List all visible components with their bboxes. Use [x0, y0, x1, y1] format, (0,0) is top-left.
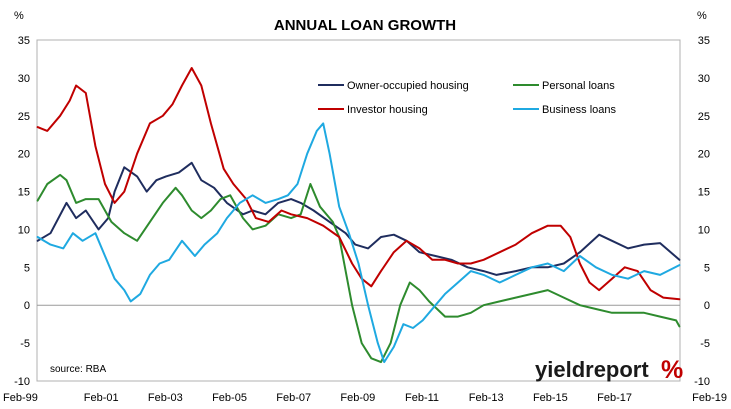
legend-label: Business loans [542, 104, 616, 116]
x-tick-label: Feb-01 [84, 392, 119, 404]
right-unit-label: % [697, 10, 707, 22]
x-tick-label: Feb-13 [469, 392, 504, 404]
y-tick-label-left: 10 [18, 224, 30, 236]
y-tick-label-right: 0 [704, 300, 710, 312]
x-tick-label: Feb-19 [692, 392, 727, 404]
y-axis-left: 35 30 25 20 15 10 5 0 -5 -10 [14, 35, 30, 388]
y-tick-label-left: 20 [18, 149, 30, 161]
brand-name: yieldreport [535, 357, 649, 382]
series-layer [36, 67, 681, 364]
y-tick-label-right: 10 [698, 224, 710, 236]
y-tick-label-right: 30 [698, 73, 710, 85]
x-tick-label: Feb-15 [533, 392, 568, 404]
legend-label: Investor housing [347, 104, 428, 116]
y-tick-label-right: 5 [704, 262, 710, 274]
left-unit-label: % [14, 10, 24, 22]
brand-percent-icon: % [661, 356, 683, 384]
x-tick-label: Feb-99 [3, 392, 38, 404]
y-tick-label-left: 30 [18, 73, 30, 85]
y-tick-label-left: 0 [24, 300, 30, 312]
series-line-investor-housing [36, 67, 681, 301]
y-tick-label-right: 35 [698, 35, 710, 47]
x-tick-label: Feb-17 [597, 392, 632, 404]
y-tick-label-right: -5 [700, 338, 710, 350]
x-axis: Feb-99 Feb-01 Feb-03 Feb-05 Feb-07 Feb-09 Feb-… [3, 392, 727, 404]
plot-area [36, 39, 681, 382]
legend: Owner-occupied housing Personal loans Inve… [318, 80, 616, 116]
y-tick-label-left: -10 [14, 376, 30, 388]
x-tick-label: Feb-07 [276, 392, 311, 404]
y-tick-label-left: 35 [18, 35, 30, 47]
series-line-owner-occupied-housing [36, 161, 681, 276]
y-axis-right: 35 30 25 20 15 10 5 0 -5 -10 [694, 35, 710, 388]
y-tick-label-left: 15 [18, 187, 30, 199]
x-tick-label: Feb-05 [212, 392, 247, 404]
y-tick-label-left: -5 [20, 338, 30, 350]
chart-title: ANNUAL LOAN GROWTH [274, 17, 456, 34]
x-tick-label: Feb-11 [405, 392, 439, 404]
legend-label: Owner-occupied housing [347, 80, 469, 92]
source-note: source: RBA [50, 364, 106, 375]
y-tick-label-left: 25 [18, 111, 30, 123]
legend-label: Personal loans [542, 80, 615, 92]
y-tick-label-left: 5 [24, 262, 30, 274]
y-tick-label-right: -10 [694, 376, 710, 388]
y-tick-label-right: 15 [698, 187, 710, 199]
y-tick-label-right: 25 [698, 111, 710, 123]
brand-logo: yieldreport % [535, 356, 683, 384]
series-line-personal-loans [36, 173, 681, 364]
x-tick-label: Feb-03 [148, 392, 183, 404]
series-line-business-loans [36, 122, 681, 364]
x-tick-label: Feb-09 [340, 392, 375, 404]
y-tick-label-right: 20 [698, 149, 710, 161]
